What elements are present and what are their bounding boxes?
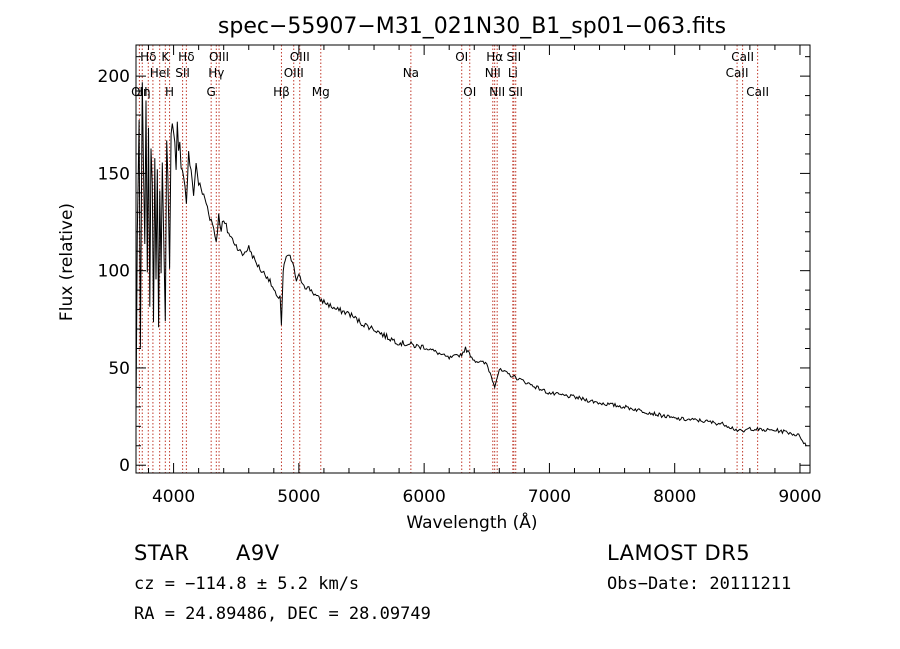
line-label-6: H — [165, 85, 174, 99]
line-label-0: OII — [131, 85, 148, 99]
line-label-25: CaII — [726, 66, 749, 80]
line-label-13: OIII — [284, 66, 304, 80]
line-label-20: Hα — [486, 50, 503, 64]
object-class: STAR — [134, 541, 190, 565]
line-label-18: OI — [463, 85, 476, 99]
y-axis-label: Flux (relative) — [57, 203, 77, 321]
y-tick-label-4: 200 — [98, 67, 130, 87]
sky-coordinates: RA = 24.89486, DEC = 28.09749 — [134, 604, 431, 624]
x-tick-label-5: 9000 — [778, 487, 821, 507]
line-label-9: G — [207, 85, 216, 99]
line-label-21: NII — [489, 85, 505, 99]
x-tick-label-1: 5000 — [277, 487, 320, 507]
line-label-15: Mg — [312, 85, 330, 99]
y-tick-label-2: 100 — [98, 262, 130, 282]
line-label-16: Na — [403, 66, 419, 80]
survey-name: LAMOST DR5 — [607, 541, 751, 565]
observation-date: Obs−Date: 20111211 — [607, 574, 792, 594]
line-label-17: OI — [455, 50, 468, 64]
line-label-26: CaII — [731, 50, 754, 64]
line-label-23: SII — [506, 50, 521, 64]
x-tick-label-2: 6000 — [403, 487, 446, 507]
line-label-2: Hδ — [140, 50, 156, 64]
line-label-10: Hγ — [208, 66, 224, 80]
line-label-11: OIII — [209, 50, 229, 64]
y-axis-ticks: 0 50 100 150 200 — [98, 56, 810, 476]
plot-frame — [135, 44, 811, 474]
line-label-4: HeI — [150, 66, 170, 80]
line-label-7: SII — [175, 66, 190, 80]
line-label-14: OIII — [290, 50, 310, 64]
redshift-velocity: cz = −114.8 ± 5.2 km/s — [134, 574, 360, 594]
x-axis-ticks: 4000 5000 6000 7000 8000 9000 — [148, 45, 822, 507]
line-label-19: NII — [485, 66, 501, 80]
line-label-8: Hδ — [178, 50, 194, 64]
object-subclass: A9V — [236, 541, 280, 565]
line-label-5: K — [161, 50, 170, 64]
y-tick-label-1: 50 — [108, 359, 130, 379]
x-tick-label-4: 8000 — [653, 487, 696, 507]
line-label-12: Hβ — [273, 85, 290, 99]
line-label-27: CaII — [746, 85, 769, 99]
y-tick-label-0: 0 — [119, 456, 130, 476]
line-label-22: Li — [508, 66, 518, 80]
line-label-24: SII — [508, 85, 523, 99]
spectral-line-labels: OIIHηHδHeIKHSIIHδGHγOIIIHβOIIIOIIIMgNaOI… — [131, 50, 769, 99]
y-tick-label-3: 150 — [98, 164, 130, 184]
chart-title: spec−55907−M31_021N30_B1_sp01−063.fits — [218, 14, 726, 39]
x-tick-label-0: 4000 — [152, 487, 195, 507]
x-tick-label-3: 7000 — [528, 487, 571, 507]
x-axis-label: Wavelength (Å) — [406, 511, 537, 533]
spectral-line-markers — [138, 45, 759, 473]
spectrum-line — [135, 82, 807, 446]
